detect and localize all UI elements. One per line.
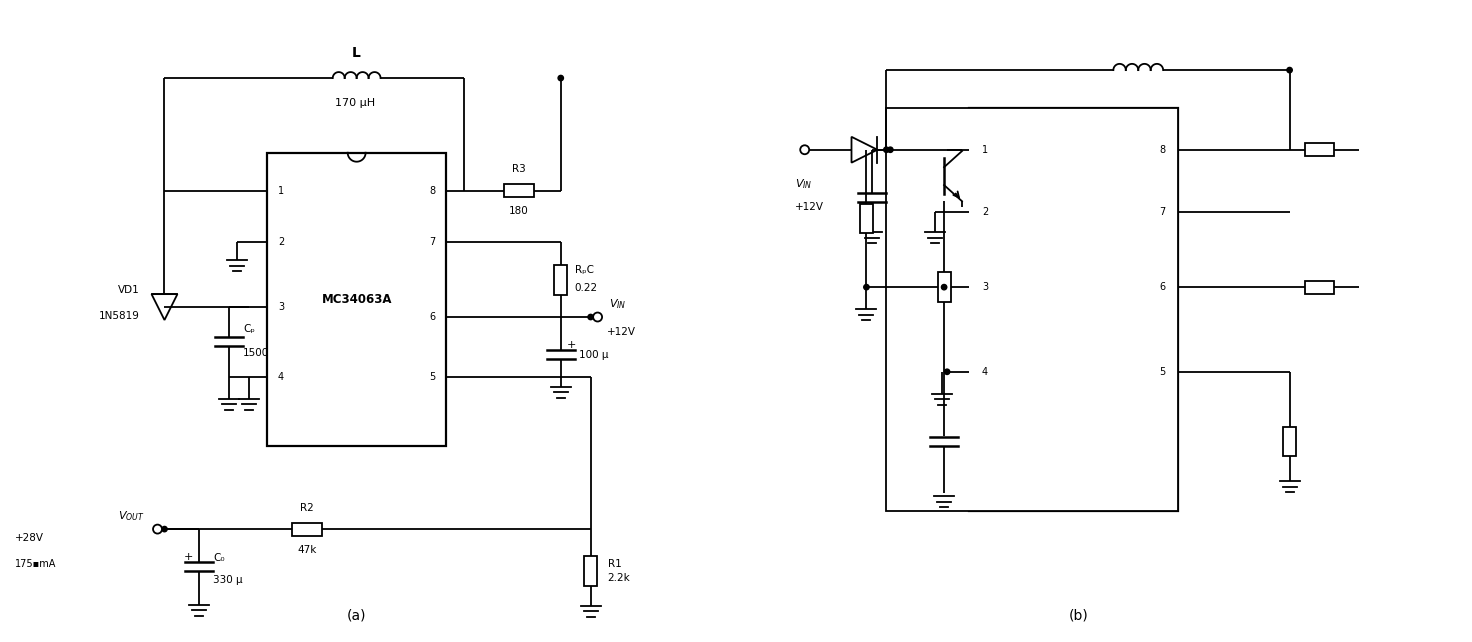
Text: 180: 180 xyxy=(509,207,528,216)
Text: +: + xyxy=(567,340,576,350)
Text: 100 μ: 100 μ xyxy=(578,350,608,360)
Text: +12V: +12V xyxy=(795,202,824,211)
Circle shape xyxy=(888,147,894,152)
Text: 6: 6 xyxy=(430,312,436,322)
Text: C₀: C₀ xyxy=(213,553,225,563)
Text: 3: 3 xyxy=(982,282,988,292)
Text: 8: 8 xyxy=(1158,144,1166,155)
Text: +28V: +28V xyxy=(15,533,44,543)
Text: MC34063A: MC34063A xyxy=(321,293,392,306)
Text: $V_{IN}$: $V_{IN}$ xyxy=(795,178,813,191)
Text: 2.2k: 2.2k xyxy=(608,573,630,583)
Text: R3: R3 xyxy=(512,164,526,173)
Bar xyxy=(938,272,951,302)
Text: 1N5819: 1N5819 xyxy=(99,311,140,321)
Circle shape xyxy=(945,369,949,374)
Bar xyxy=(555,265,567,295)
Text: 1: 1 xyxy=(982,144,988,155)
Circle shape xyxy=(801,145,810,154)
Text: R2: R2 xyxy=(300,503,314,513)
Circle shape xyxy=(942,284,946,290)
Text: 175▪mA: 175▪mA xyxy=(15,559,56,569)
Text: 6: 6 xyxy=(1158,282,1166,292)
Text: 5: 5 xyxy=(430,372,436,382)
Bar xyxy=(1284,426,1295,456)
Text: (b): (b) xyxy=(1069,609,1088,623)
Bar xyxy=(886,108,1178,511)
Text: 4: 4 xyxy=(278,372,284,382)
Text: (a): (a) xyxy=(347,609,367,623)
Text: 47k: 47k xyxy=(297,545,316,555)
Bar xyxy=(503,184,534,197)
Text: 2: 2 xyxy=(278,238,284,247)
Text: Cₚ: Cₚ xyxy=(243,324,255,334)
Text: 330 μ: 330 μ xyxy=(213,575,243,585)
Text: R1: R1 xyxy=(608,559,621,569)
Bar xyxy=(266,153,446,446)
Bar xyxy=(1304,281,1335,293)
Text: L: L xyxy=(352,46,361,60)
Circle shape xyxy=(558,75,564,81)
Circle shape xyxy=(587,315,593,320)
Text: 3: 3 xyxy=(278,302,284,312)
Circle shape xyxy=(593,313,602,322)
Text: 0.22: 0.22 xyxy=(574,282,598,293)
Text: VD1: VD1 xyxy=(118,285,140,295)
Text: $V_{IN}$: $V_{IN}$ xyxy=(608,297,626,311)
Bar xyxy=(584,556,598,586)
Text: 1: 1 xyxy=(278,186,284,196)
Circle shape xyxy=(883,147,889,152)
Text: 2: 2 xyxy=(982,207,988,218)
Bar xyxy=(860,204,873,234)
Text: +: + xyxy=(184,552,193,562)
Circle shape xyxy=(153,525,162,534)
Bar xyxy=(1304,143,1335,156)
Text: 1500: 1500 xyxy=(243,348,269,358)
Text: $V_{OUT}$: $V_{OUT}$ xyxy=(118,509,144,523)
Text: RₚC: RₚC xyxy=(574,265,593,275)
Text: 170 μH: 170 μH xyxy=(334,98,375,108)
Text: 7: 7 xyxy=(430,238,436,247)
Circle shape xyxy=(1287,67,1292,73)
Text: 7: 7 xyxy=(1158,207,1166,218)
Circle shape xyxy=(162,526,168,532)
Circle shape xyxy=(864,284,868,290)
Text: 8: 8 xyxy=(430,186,436,196)
Text: +12V: +12V xyxy=(606,327,636,337)
Text: 5: 5 xyxy=(1158,367,1166,377)
Text: 4: 4 xyxy=(982,367,988,377)
Bar xyxy=(291,523,322,535)
Bar xyxy=(969,108,1178,511)
